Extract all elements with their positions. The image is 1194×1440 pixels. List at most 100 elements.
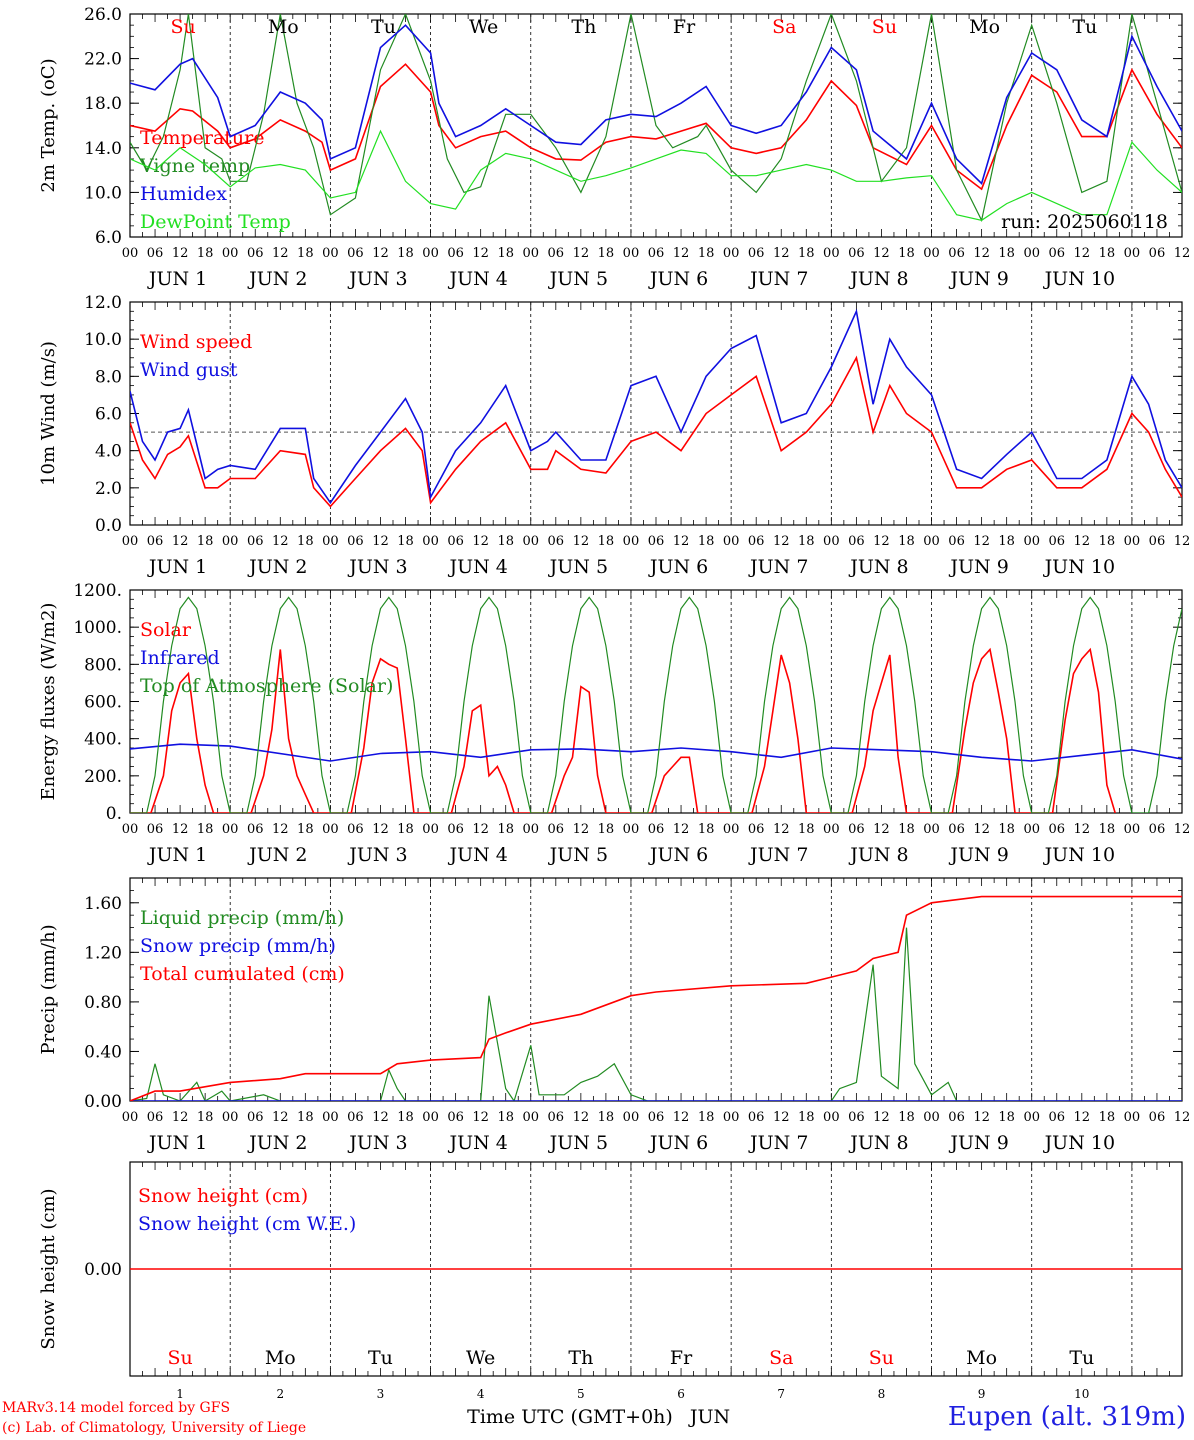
hour-tick-label: 12	[973, 822, 990, 837]
day-number: 9	[978, 1387, 986, 1401]
hour-tick-label: 06	[1149, 822, 1166, 837]
hour-tick-label: 06	[147, 246, 164, 261]
day-label: JUN 1	[147, 844, 207, 866]
hour-tick-label: 12	[873, 534, 890, 549]
hour-tick-label: 00	[723, 1110, 740, 1125]
hour-tick-label: 06	[347, 1110, 364, 1125]
hour-tick-label: 06	[948, 1110, 965, 1125]
hour-tick-label: 06	[247, 246, 264, 261]
hour-tick-label: 12	[272, 1110, 289, 1125]
y-tick-label: 200.	[84, 767, 122, 787]
hour-tick-label: 06	[1149, 246, 1166, 261]
day-of-week-bottom: We	[466, 1347, 495, 1369]
y-tick-label: 800.	[84, 655, 122, 675]
hour-tick-label: 18	[698, 534, 715, 549]
day-label: JUN 6	[648, 268, 708, 290]
day-label: JUN 7	[748, 556, 808, 578]
day-of-week-top: Th	[571, 16, 596, 38]
day-label: JUN 6	[648, 844, 708, 866]
hour-tick-label: 06	[247, 534, 264, 549]
hour-tick-label: 12	[973, 1110, 990, 1125]
hour-tick-label: 06	[748, 822, 765, 837]
series-line-humidex	[130, 24, 1182, 186]
hour-tick-label: 06	[648, 822, 665, 837]
hour-tick-label: 12	[1074, 246, 1091, 261]
hour-tick-label: 12	[1174, 534, 1191, 549]
hour-tick-label: 12	[873, 822, 890, 837]
day-label: JUN 9	[948, 556, 1008, 578]
hour-tick-label: 00	[1124, 822, 1141, 837]
hour-tick-label: 18	[998, 822, 1015, 837]
day-label: JUN 10	[1043, 844, 1115, 866]
hour-tick-label: 18	[598, 1110, 615, 1125]
day-label: JUN 8	[848, 844, 908, 866]
hour-tick-label: 00	[422, 246, 439, 261]
hour-tick-label: 06	[948, 534, 965, 549]
hour-tick-label: 00	[422, 822, 439, 837]
hour-tick-label: 00	[923, 246, 940, 261]
hour-tick-label: 00	[122, 246, 139, 261]
hour-tick-label: 18	[698, 822, 715, 837]
day-number: 5	[577, 1387, 585, 1401]
hour-tick-label: 06	[548, 822, 565, 837]
hour-tick-label: 12	[973, 246, 990, 261]
hour-tick-label: 18	[898, 534, 915, 549]
hour-tick-label: 00	[1023, 1110, 1040, 1125]
hour-tick-label: 06	[548, 534, 565, 549]
hour-tick-label: 12	[1074, 822, 1091, 837]
hour-tick-label: 12	[372, 1110, 389, 1125]
day-label: JUN 7	[748, 1132, 808, 1154]
hour-tick-label: 12	[673, 822, 690, 837]
hour-tick-label: 06	[848, 246, 865, 261]
hour-tick-label: 00	[1023, 534, 1040, 549]
day-label: JUN 9	[948, 268, 1008, 290]
day-label: JUN 10	[1043, 268, 1115, 290]
hour-tick-label: 06	[447, 1110, 464, 1125]
hour-tick-label: 12	[272, 246, 289, 261]
day-number: 1	[176, 1387, 184, 1401]
hour-tick-label: 18	[1099, 534, 1116, 549]
y-tick-label: 0.	[106, 804, 122, 824]
day-label: JUN 9	[948, 1132, 1008, 1154]
day-label: JUN 8	[848, 556, 908, 578]
legend-snow-precip-mm-h-: Snow precip (mm/h)	[140, 935, 336, 957]
hour-tick-label: 18	[197, 246, 214, 261]
y-tick-label: 600.	[84, 693, 122, 713]
hour-tick-label: 18	[397, 534, 414, 549]
y-axis-label: 2m Temp. (oC)	[38, 58, 59, 192]
hour-tick-label: 00	[823, 822, 840, 837]
day-label: JUN 5	[548, 844, 608, 866]
hour-tick-label: 12	[172, 534, 189, 549]
hour-tick-label: 18	[898, 246, 915, 261]
hour-tick-label: 18	[197, 1110, 214, 1125]
day-number: 10	[1074, 1387, 1089, 1401]
hour-tick-label: 12	[673, 1110, 690, 1125]
day-label: JUN 5	[548, 556, 608, 578]
day-label: JUN 2	[247, 268, 307, 290]
day-label: JUN 10	[1043, 556, 1115, 578]
hour-tick-label: 12	[773, 1110, 790, 1125]
hour-tick-label: 00	[122, 822, 139, 837]
hour-tick-label: 18	[798, 534, 815, 549]
hour-tick-label: 00	[823, 1110, 840, 1125]
credit-model: MARv3.14 model forced by GFS	[2, 1400, 231, 1416]
day-of-week-top: Fr	[673, 16, 696, 38]
day-of-week-bottom: Sa	[769, 1347, 793, 1369]
hour-tick-label: 00	[723, 534, 740, 549]
hour-tick-label: 06	[1048, 534, 1065, 549]
y-tick-label: 0.00	[84, 1260, 122, 1280]
series-line-liquid-precip-mm-h-	[130, 927, 1182, 1101]
day-label: JUN 5	[548, 268, 608, 290]
day-of-week-top: Mo	[268, 16, 299, 38]
hour-tick-label: 00	[823, 534, 840, 549]
hour-tick-label: 06	[748, 534, 765, 549]
hour-tick-label: 00	[322, 822, 339, 837]
series-line-temperature	[130, 63, 1182, 191]
hour-tick-label: 06	[447, 246, 464, 261]
hour-tick-label: 06	[1048, 246, 1065, 261]
legend-vigne-temp: Vigne temp	[139, 155, 250, 177]
panel-frame-2	[129, 301, 1183, 526]
y-tick-label: 0.80	[84, 993, 122, 1013]
hour-tick-label: 06	[1048, 1110, 1065, 1125]
day-of-week-bottom: Su	[167, 1347, 192, 1369]
